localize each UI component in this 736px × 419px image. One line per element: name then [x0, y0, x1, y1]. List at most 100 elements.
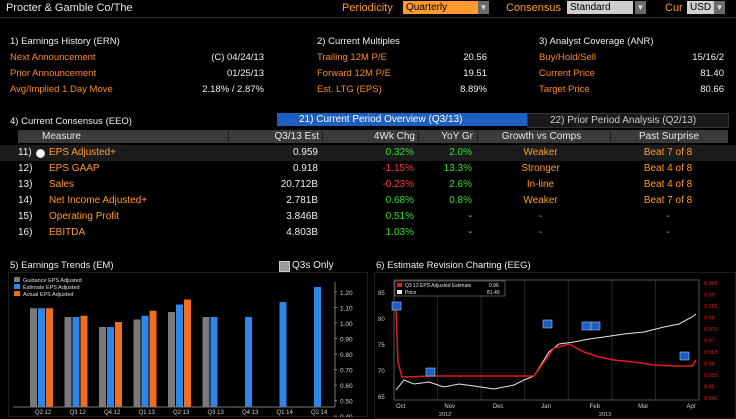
revision-right-tick: 0.96: [704, 362, 715, 368]
past-surprise: Beat 4 of 8: [643, 179, 693, 190]
tab-prior-period[interactable]: 22) Prior Period Analysis (Q2/13): [527, 113, 729, 128]
revision-legend-box: [394, 280, 506, 297]
revision-title[interactable]: 6) Estimate Revision Charting (EEG): [376, 260, 531, 271]
consensus-row[interactable]: 13) Sales 20.712B -0.23% 2.6% In-line Beat 4 o…: [0, 177, 736, 193]
revision-chart[interactable]: 85 80 75 70 65 0.995 0.99 0.985 0.98 0.975 0.97 0.9…: [374, 272, 736, 419]
trends-y-tick: 0.40: [340, 414, 353, 417]
event-marker-icon: [590, 321, 601, 331]
currency-select[interactable]: USD: [687, 1, 715, 14]
yoy-growth: 0.8%: [449, 195, 472, 206]
growth-vs-comps: Weaker: [523, 195, 558, 206]
radio-icon[interactable]: [36, 213, 43, 220]
trends-y-tick: 1.00: [340, 321, 353, 328]
radio-icon[interactable]: [36, 165, 43, 172]
revision-x-label: Apr: [686, 404, 695, 410]
consensus-title[interactable]: 4) Current Consensus (EEO): [10, 116, 132, 127]
estimate-value: 0.918: [292, 163, 318, 174]
actual-bar: [80, 315, 88, 407]
q3s-only-checkbox[interactable]: [279, 261, 290, 272]
measure-name: EPS GAAP: [49, 163, 100, 174]
yoy-growth: 2.6%: [449, 179, 472, 190]
event-marker-icon: [391, 301, 402, 311]
trends-x-label: Q4 13: [242, 410, 259, 416]
revision-legend-swatch: [397, 290, 402, 294]
periodicity-select[interactable]: Quarterly: [403, 1, 479, 14]
yoy-growth: -: [468, 211, 472, 222]
analyst-coverage-title[interactable]: 3) Analyst Coverage (ANR): [539, 36, 654, 47]
estimate-line: [395, 309, 697, 378]
col-growth[interactable]: Growth vs Comps: [477, 130, 605, 143]
estimate-bar: [107, 327, 114, 407]
current-multiples-title[interactable]: 2) Current Multiples: [317, 36, 400, 47]
consensus-row[interactable]: 16) EBITDA 4.803B 1.03% - - -: [0, 225, 736, 241]
trends-x-label: Q2 14: [311, 410, 328, 416]
trends-y-tick: 0.70: [340, 368, 353, 375]
four-week-change: -1.15%: [382, 163, 414, 174]
actual-bar: [184, 299, 191, 407]
yoy-growth: 13.3%: [443, 163, 472, 174]
tab-current-period[interactable]: 21) Current Period Overview (Q3/13): [277, 113, 527, 126]
estimate-value: 0.959: [292, 147, 318, 158]
past-surprise: Beat 7 of 8: [643, 195, 693, 206]
earnings-trends-title[interactable]: 5) Earnings Trends (EM): [10, 260, 114, 271]
revision-x-label: Nov: [444, 404, 455, 410]
trends-x-label: Q2 12: [35, 410, 52, 416]
radio-selected-icon[interactable]: [36, 149, 45, 158]
consensus-row[interactable]: 11) EPS Adjusted+ 0.959 0.32% 2.0% Weaker Beat…: [0, 145, 736, 161]
growth-vs-comps: -: [538, 227, 543, 238]
revision-right-tick: 0.965: [704, 350, 718, 356]
target-price-value: 80.66: [700, 84, 724, 95]
estimate-bar: [314, 287, 321, 407]
event-marker-icon: [679, 351, 690, 361]
estimate-bar: [210, 317, 218, 407]
current-price-label: Current Price: [539, 68, 595, 79]
four-week-change: 0.51%: [385, 211, 414, 222]
growth-vs-comps: -: [538, 211, 543, 222]
radio-icon[interactable]: [36, 229, 43, 236]
consensus-label: Consensus: [506, 2, 562, 14]
col-4wk[interactable]: 4Wk Chg: [322, 130, 419, 143]
current-price-value: 81.40: [700, 68, 724, 79]
earnings-trends-chart[interactable]: 1.20 1.10 1.00 0.90 0.80 0.70 0.60 0.50 0.40 Q2 1…: [8, 272, 368, 417]
revision-right-tick: 0.945: [704, 396, 718, 402]
four-week-change: 0.32%: [385, 147, 414, 158]
guidance-bar: [202, 317, 210, 407]
radio-icon[interactable]: [36, 197, 43, 204]
forward-pe-label: Forward 12M P/E: [317, 68, 391, 79]
col-yoy[interactable]: YoY Gr: [418, 130, 477, 143]
four-week-change: -0.23%: [382, 179, 414, 190]
periodicity-dropdown-icon[interactable]: ▼: [478, 1, 489, 14]
revision-x-label: Oct: [396, 404, 406, 410]
measure-name: Net Income Adjusted+: [49, 195, 148, 206]
ltg-label: Est. LTG (EPS): [317, 84, 382, 95]
trends-legend-label: Estimate EPS Adjusted: [23, 285, 80, 291]
earnings-history-title[interactable]: 1) Earnings History (ERN): [10, 36, 120, 47]
consensus-select[interactable]: Standard: [567, 1, 633, 14]
estimate-value: 4.803B: [286, 227, 318, 238]
consensus-dropdown-icon[interactable]: ▼: [635, 1, 646, 14]
event-marker-icon: [542, 319, 553, 329]
col-surprise[interactable]: Past Surprise: [610, 130, 727, 143]
measure-name: Operating Profit: [49, 211, 120, 222]
consensus-row[interactable]: 12) EPS GAAP 0.918 -1.15% 13.3% Stronger Beat …: [0, 161, 736, 177]
consensus-row[interactable]: 15) Operating Profit 3.846B 0.51% - - -: [0, 209, 736, 225]
four-week-change: 1.03%: [385, 227, 414, 238]
col-est[interactable]: Q3/13 Est: [228, 130, 323, 143]
consensus-row[interactable]: 14) Net Income Adjusted+ 2.781B 0.68% 0.8% We…: [0, 193, 736, 209]
event-marker-icon: [581, 321, 592, 331]
revision-left-tick: 65: [378, 395, 385, 401]
revision-x-label: Mar: [638, 404, 648, 410]
trends-x-label: Q3 12: [70, 410, 87, 416]
estimate-bar: [176, 304, 183, 407]
past-surprise: Beat 7 of 8: [643, 147, 693, 158]
target-price-label: Target Price: [539, 84, 590, 95]
estimate-bar: [279, 302, 287, 407]
col-measure[interactable]: Measure: [42, 131, 81, 142]
revision-legend-label: Q3 13 EPS Adjusted Estimate: [405, 283, 472, 289]
radio-icon[interactable]: [36, 181, 43, 188]
revision-year-label: 2013: [599, 412, 611, 418]
revision-left-tick: 70: [378, 369, 385, 375]
currency-dropdown-icon[interactable]: ▼: [714, 1, 725, 14]
row-index: 16): [18, 227, 33, 238]
guidance-bar: [64, 317, 72, 407]
